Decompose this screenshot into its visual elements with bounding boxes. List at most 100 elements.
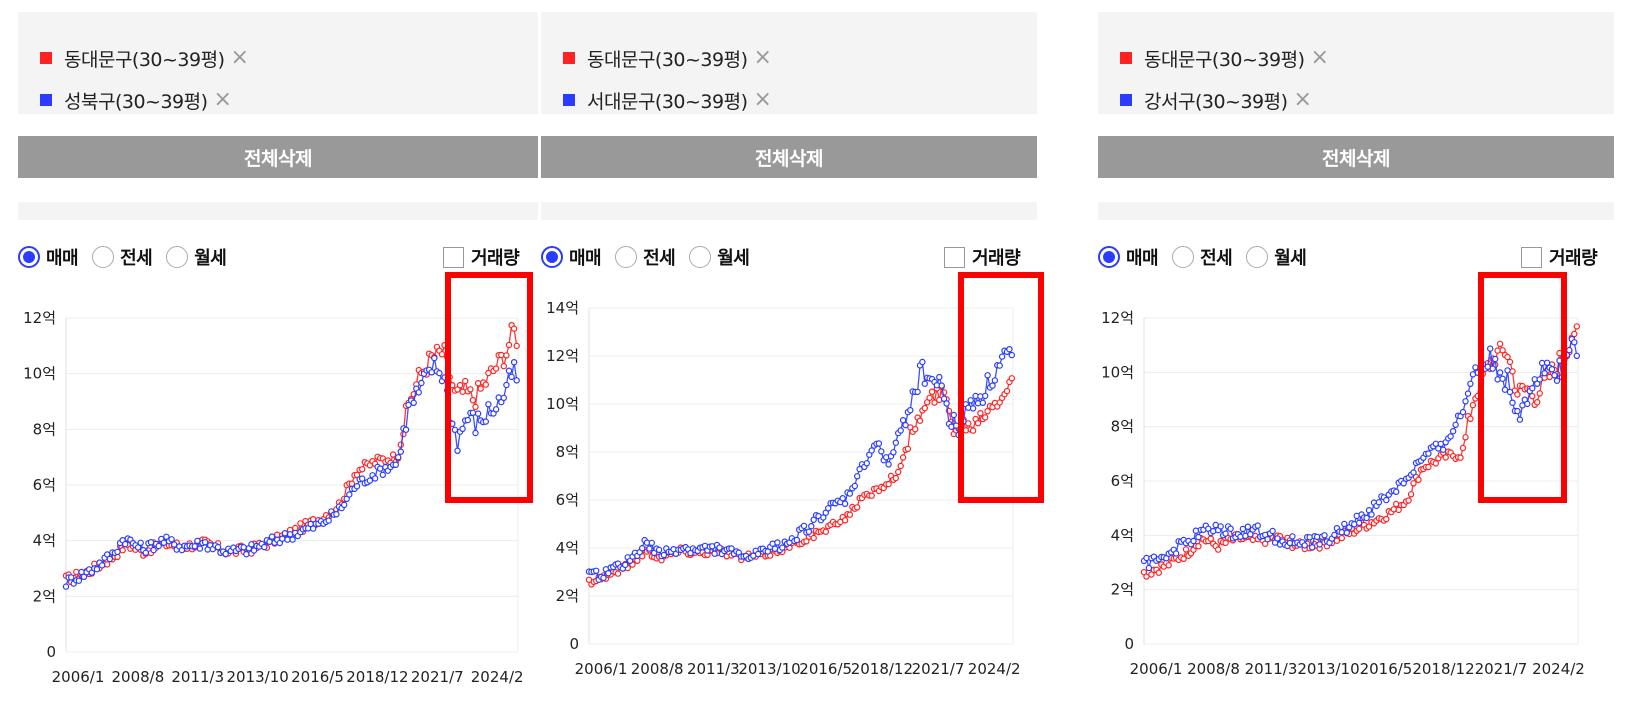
data-point (415, 389, 422, 396)
radio-jeonse[interactable]: 전세 (1172, 244, 1233, 270)
data-point (931, 399, 938, 406)
data-point (103, 561, 111, 568)
x-tick-label: 2013/10 (738, 660, 800, 678)
data-point (863, 460, 870, 467)
data-point (1496, 340, 1504, 348)
y-tick-label: 10억 (546, 395, 579, 413)
data-point (926, 394, 933, 401)
radio-monthly-rent[interactable]: 월세 (1246, 244, 1307, 270)
remove-icon[interactable]: × (753, 87, 772, 112)
data-point (418, 379, 425, 387)
radio-sale[interactable]: 매매 (18, 244, 79, 270)
data-point (1383, 496, 1390, 504)
data-point (510, 325, 518, 332)
legend-item-1: 동대문구(30~39평) × (563, 44, 772, 72)
data-point (655, 546, 663, 554)
x-tick-label: 2018/12 (346, 668, 408, 686)
data-point (508, 373, 515, 381)
radio-monthly-rent[interactable]: 월세 (166, 244, 227, 270)
data-point (1407, 491, 1415, 498)
data-point (1172, 550, 1180, 557)
data-point (170, 541, 178, 548)
data-point (1506, 388, 1514, 396)
data-point (289, 536, 296, 543)
data-point (1496, 369, 1504, 376)
volume-checkbox[interactable]: 거래량 (944, 243, 1021, 271)
data-point (279, 535, 286, 542)
data-point (266, 538, 273, 546)
radio-jeonse[interactable]: 전세 (92, 244, 153, 270)
data-point (1355, 519, 1363, 527)
remove-icon[interactable]: × (213, 87, 232, 112)
data-point (62, 583, 70, 590)
y-tick-label: 0 (1124, 635, 1134, 653)
data-point (1006, 346, 1013, 353)
x-tick-label: 2006/1 (52, 668, 105, 686)
data-point (196, 545, 204, 552)
remove-icon[interactable]: × (1293, 87, 1312, 112)
radio-label: 월세 (194, 248, 227, 269)
data-point (1410, 480, 1417, 487)
clear-all-button[interactable]: 전체삭제 (1098, 136, 1614, 178)
remove-icon[interactable]: × (1310, 45, 1329, 70)
data-point (469, 409, 477, 416)
radio-sale[interactable]: 매매 (541, 244, 602, 270)
data-point (1395, 506, 1402, 514)
data-point (214, 543, 222, 551)
data-point (1165, 562, 1172, 569)
remove-icon[interactable]: × (230, 45, 249, 70)
data-point (377, 465, 384, 472)
data-point (793, 536, 800, 544)
data-point (1368, 511, 1375, 518)
y-tick-label: 10억 (23, 365, 56, 383)
clear-all-button[interactable]: 전체삭제 (541, 136, 1037, 178)
radio-empty-icon (166, 246, 189, 268)
volume-checkbox[interactable]: 거래량 (443, 243, 520, 271)
data-point (503, 352, 510, 359)
data-point (779, 544, 786, 551)
series-color-swatch (563, 52, 575, 64)
x-tick-label: 2021/7 (1475, 660, 1528, 678)
data-point (1212, 521, 1219, 529)
data-point (505, 341, 513, 349)
data-point (1269, 527, 1276, 535)
x-tick-label: 2018/12 (1412, 660, 1474, 678)
data-point (464, 416, 471, 424)
data-point (982, 414, 989, 421)
data-point (1237, 533, 1244, 541)
data-point (500, 394, 507, 402)
data-point (1008, 375, 1015, 382)
volume-label: 거래량 (471, 248, 520, 269)
data-point (482, 418, 489, 425)
radio-sale[interactable]: 매매 (1098, 244, 1159, 270)
data-point (281, 530, 289, 537)
volume-checkbox[interactable]: 거래량 (1521, 243, 1598, 271)
x-tick-label: 2008/8 (631, 660, 684, 678)
data-point (359, 475, 366, 482)
data-point (991, 377, 999, 384)
data-point (472, 403, 479, 411)
data-point (936, 373, 943, 381)
clear-all-button[interactable]: 전체삭제 (18, 136, 538, 178)
data-point (1449, 428, 1457, 435)
trade-type-radio-group: 매매 전세 월세 (18, 243, 240, 271)
data-point (921, 380, 928, 387)
remove-icon[interactable]: × (753, 45, 772, 70)
radio-jeonse[interactable]: 전세 (615, 244, 676, 270)
data-point (297, 520, 304, 527)
data-point (389, 451, 397, 458)
data-point (106, 555, 114, 563)
data-point (1289, 533, 1296, 540)
data-point (1244, 523, 1252, 530)
data-point (1301, 542, 1308, 549)
data-point (969, 405, 977, 412)
y-tick-label: 8억 (1111, 418, 1134, 436)
highlight-box (958, 272, 1044, 503)
radio-monthly-rent[interactable]: 월세 (689, 244, 750, 270)
data-point (1534, 399, 1541, 406)
data-point (274, 531, 281, 538)
data-point (921, 404, 928, 412)
data-point (392, 461, 399, 468)
